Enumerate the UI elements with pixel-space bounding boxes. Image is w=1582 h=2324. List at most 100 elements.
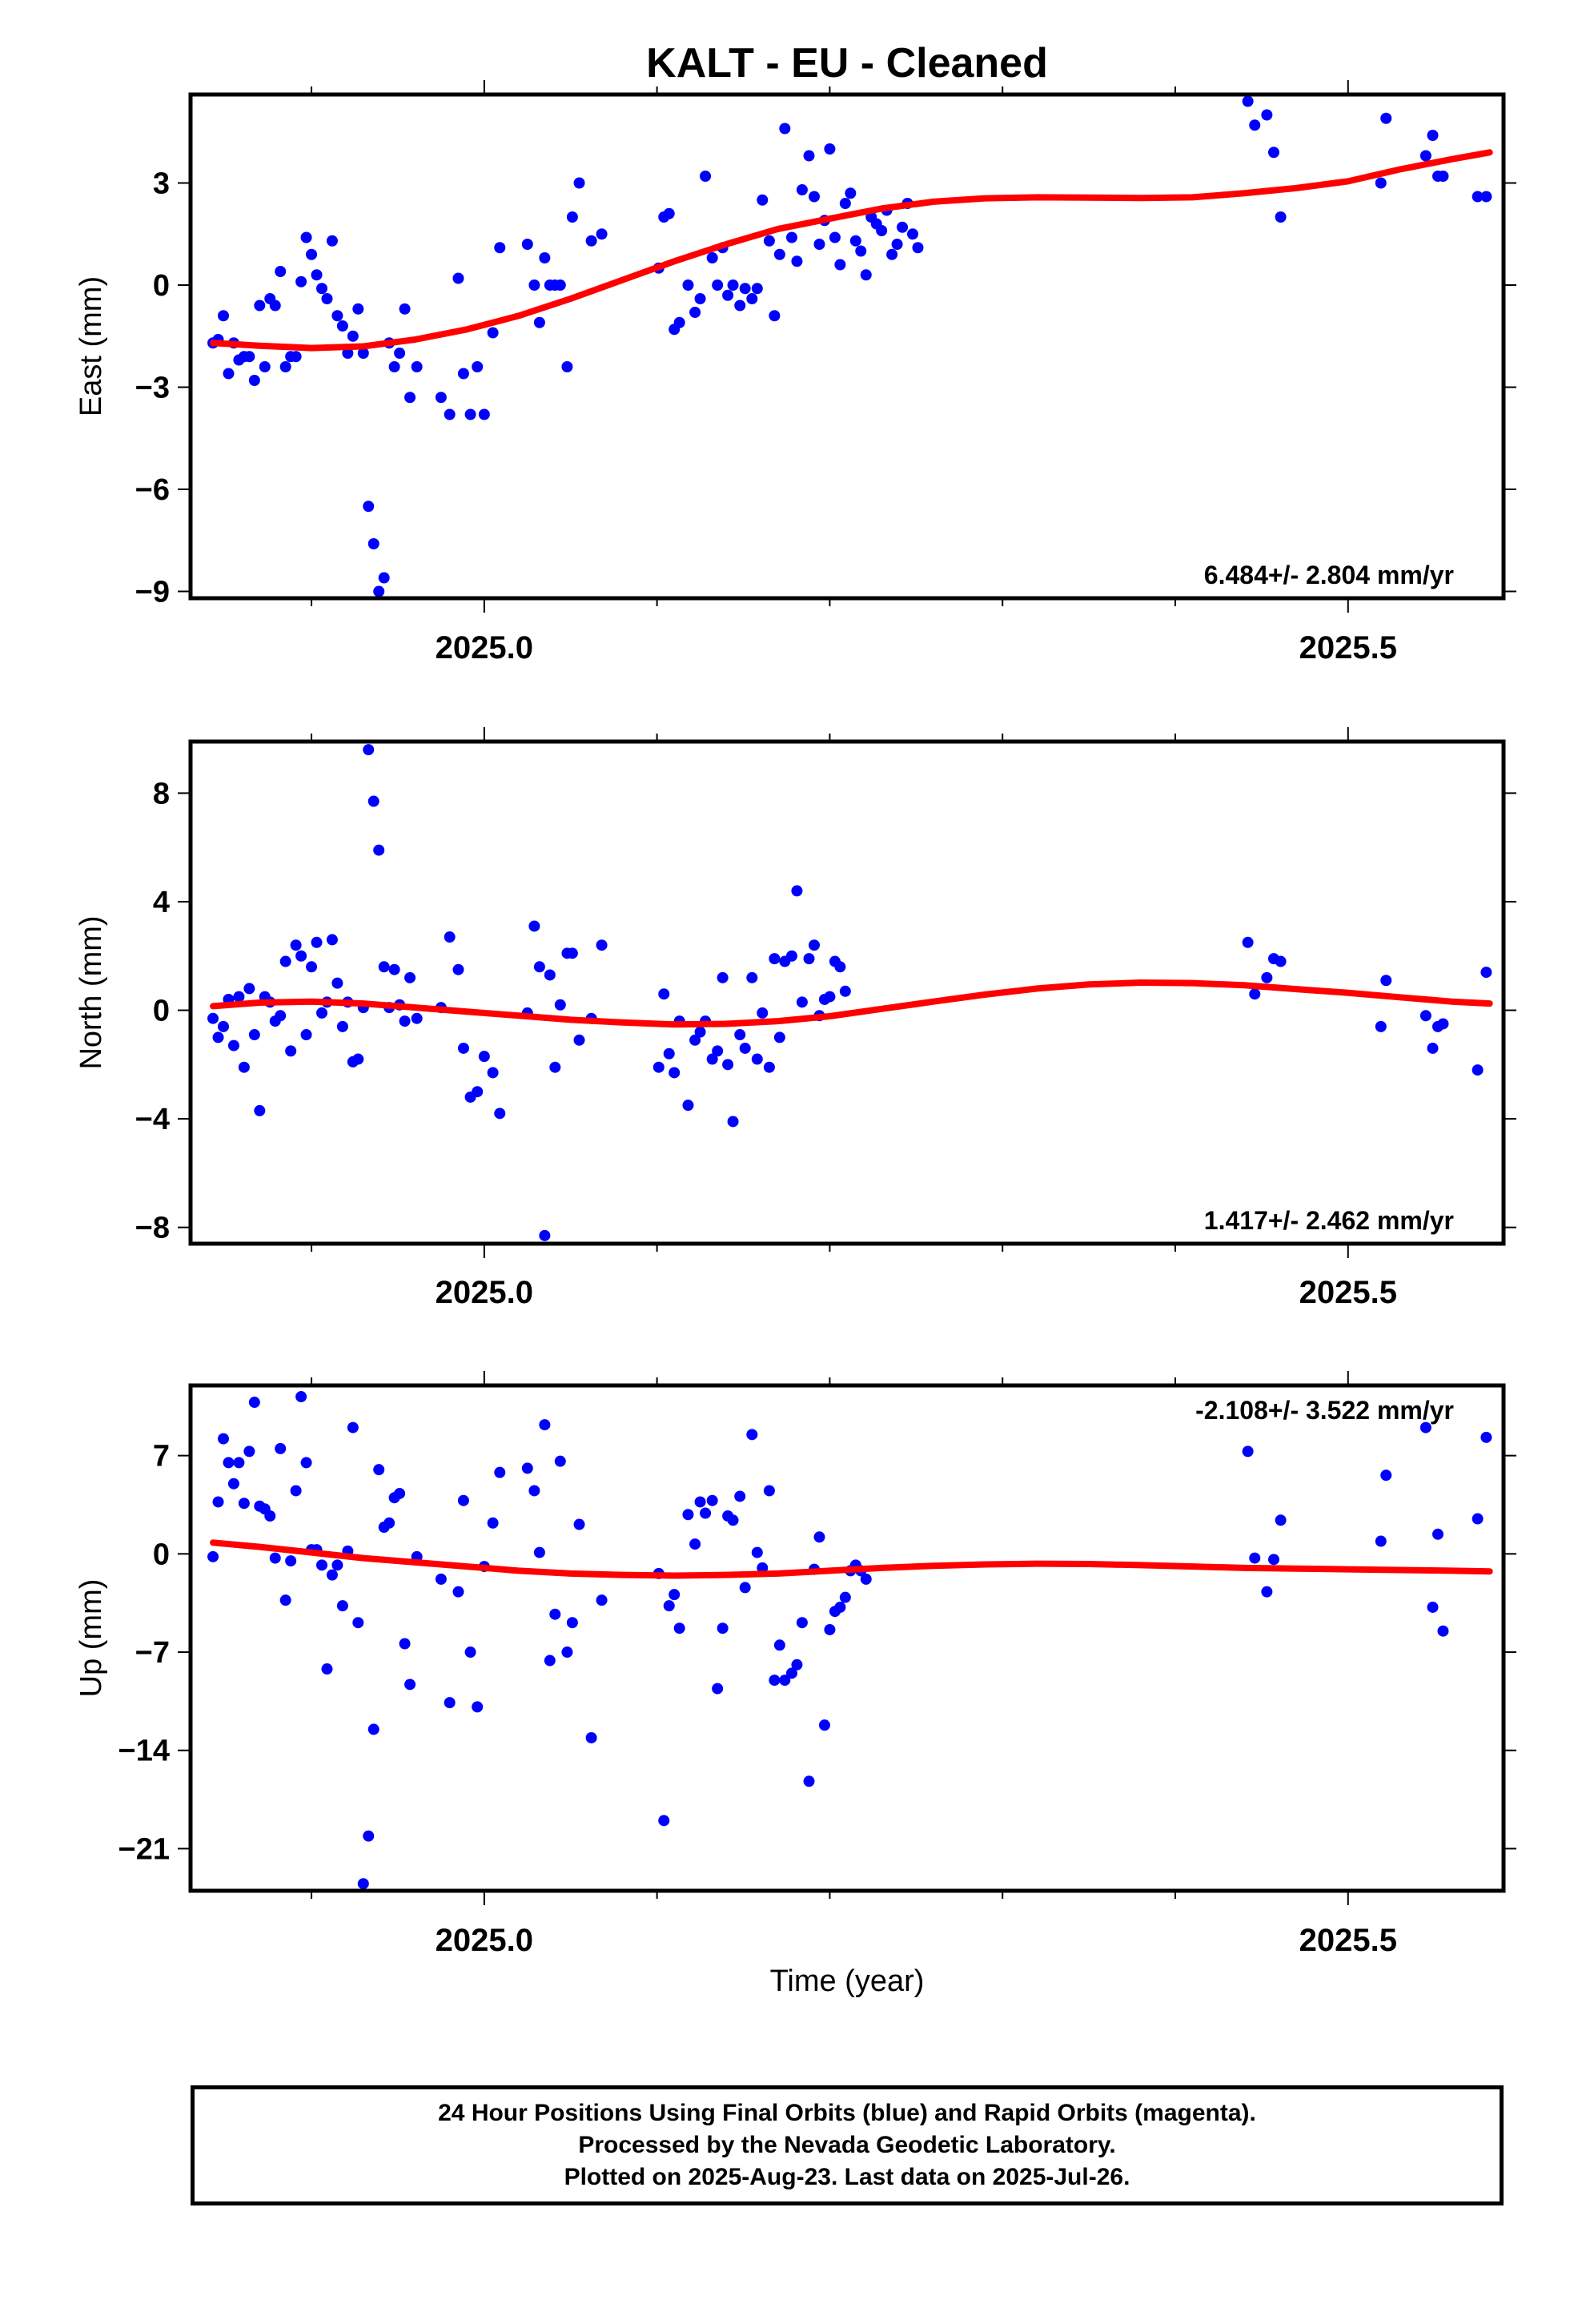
north-data-point [227,1039,239,1051]
north-data-point [295,950,307,962]
up-data-point [285,1555,297,1567]
up-data-point [1432,1528,1443,1540]
north-data-point [243,983,255,995]
up-data-point [357,1878,369,1890]
east-data-point [347,330,359,342]
east-data-point [1427,130,1439,141]
footer-line-1: 24 Hour Positions Using Final Orbits (bl… [438,2100,1256,2126]
east-data-point [1375,177,1387,189]
north-data-point [573,1034,585,1046]
up-data-point [751,1546,763,1558]
north-data-point [238,1061,250,1073]
up-data-point [275,1442,287,1454]
up-data-point [243,1445,255,1458]
up-data-point [472,1701,484,1713]
up-data-point [689,1538,701,1550]
east-data-point [248,375,260,386]
east-x-tick-label: 2025.5 [1299,630,1397,665]
east-y-tick-label: −9 [135,576,170,609]
up-y-axis-label: Up (mm) [74,1579,108,1698]
up-data-point [347,1421,359,1433]
north-data-point [212,1031,224,1043]
east-data-point [561,361,573,372]
east-data-point [722,289,734,301]
up-data-point [1380,1470,1392,1482]
footer-box: 24 Hour Positions Using Final Orbits (bl… [191,2085,1504,2205]
north-data-point [331,977,343,989]
up-y-tick-label: 0 [153,1538,170,1571]
up-plot-area [207,1391,1493,1890]
east-data-point [682,279,694,291]
north-data-point [275,1010,287,1022]
east-data-point [494,242,506,254]
east-data-point [739,283,751,295]
north-data-point [444,931,456,943]
north-data-point [1249,988,1261,1000]
up-data-point [1249,1552,1261,1564]
up-data-point [238,1498,250,1510]
east-data-point [1472,191,1484,203]
north-frame [188,739,1506,1246]
east-data-point [757,194,769,206]
up-data-point [212,1496,224,1508]
east-y-axis-label: East (mm) [74,276,108,416]
north-data-point [528,920,540,932]
up-y-tick-label: −21 [118,1832,170,1866]
east-data-point [478,408,490,420]
up-data-point [712,1683,724,1695]
east-data-point [779,123,791,135]
east-data-point [487,327,499,339]
up-data-point [561,1647,573,1659]
north-data-point [717,971,729,983]
east-data-point [734,300,746,312]
north-data-point [544,969,556,981]
up-data-point [383,1517,396,1529]
east-data-point [769,310,781,322]
up-data-point [1375,1535,1387,1547]
north-data-point [1380,975,1392,987]
up-data-point [1472,1513,1484,1525]
east-data-point [404,392,416,404]
east-data-point [912,242,924,254]
up-data-point [264,1510,276,1522]
up-data-point [566,1617,578,1629]
east-y-tick-label: −6 [135,473,170,507]
up-data-point [818,1719,830,1731]
north-data-point [218,1020,229,1032]
east-data-point [259,361,271,372]
up-x-tick-label: 2025.0 [436,1923,533,1958]
east-data-point [566,211,578,223]
north-data-point [373,844,385,856]
east-data-point [1480,191,1492,203]
east-data-point [435,392,447,404]
north-data-point [378,961,390,973]
north-data-point [566,947,578,959]
up-data-point [494,1466,506,1478]
north-data-point [791,885,803,897]
up-frame [188,1383,1506,1893]
east-data-point [279,361,291,372]
up-data-point [746,1429,758,1441]
up-data-point [295,1391,307,1403]
east-data-point [275,266,287,277]
east-data-point [751,283,763,295]
up-data-point [444,1697,456,1709]
north-data-point [757,1007,769,1019]
up-data-point [1242,1445,1254,1458]
east-data-point [444,408,456,420]
figure-title: KALT - EU - Cleaned [646,40,1048,86]
east-data-point [290,351,302,363]
north-data-point [254,1104,266,1116]
north-data-point [411,1012,423,1024]
east-data-point [1261,109,1273,121]
north-x-tick-label: 2025.5 [1299,1275,1397,1310]
north-data-point [739,1042,751,1054]
north-data-point [596,939,608,951]
up-data-point [435,1573,447,1585]
north-plot-area [207,744,1493,1241]
up-data-point [596,1594,608,1606]
east-data-point [809,191,820,203]
east-x-tick-label: 2025.0 [436,630,533,665]
north-data-point [326,934,338,946]
north-data-point [773,1031,785,1043]
